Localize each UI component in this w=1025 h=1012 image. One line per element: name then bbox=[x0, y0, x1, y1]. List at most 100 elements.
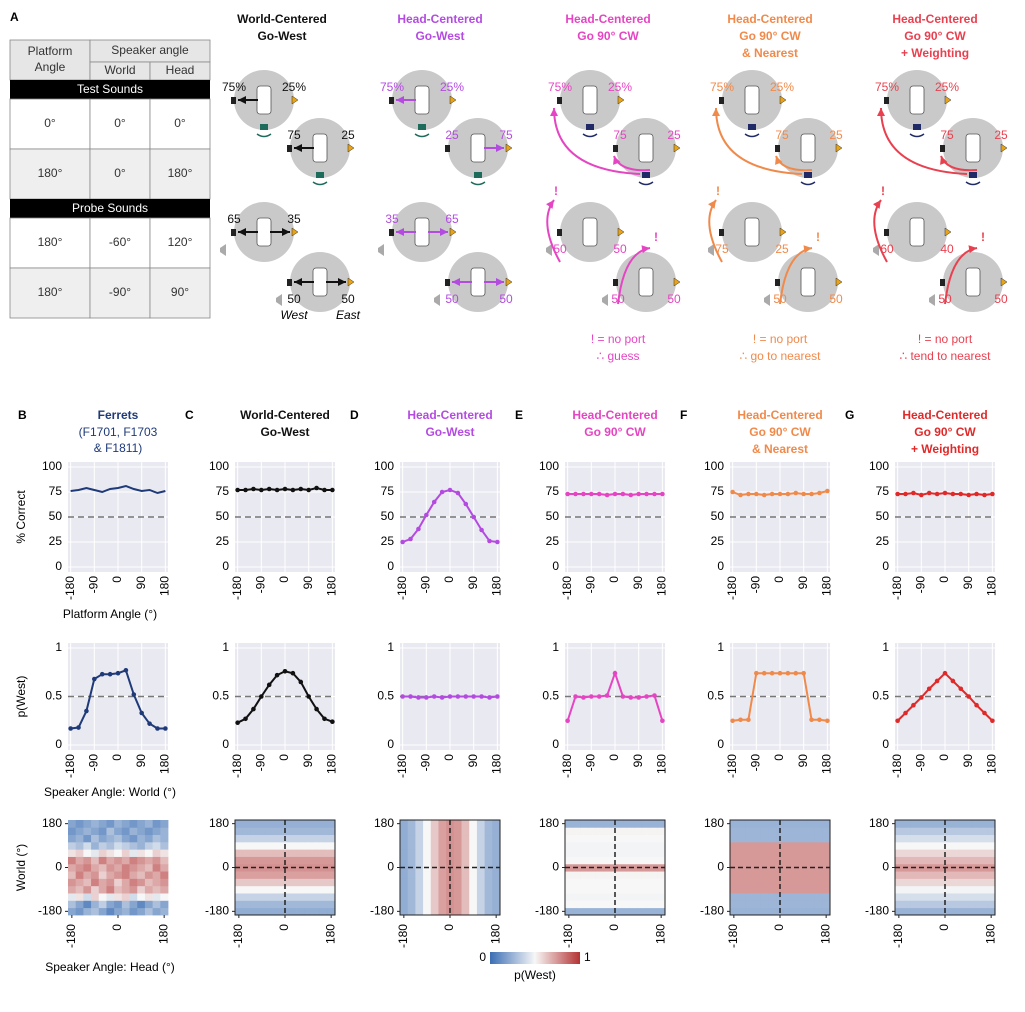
series-marker bbox=[479, 694, 484, 699]
heatmap-cell bbox=[768, 908, 776, 916]
heatmap-cell bbox=[99, 900, 107, 908]
heatmap-cell bbox=[106, 908, 114, 916]
series-marker bbox=[951, 679, 956, 684]
heatmap-cell bbox=[910, 878, 918, 886]
heatmap-cell bbox=[822, 878, 830, 886]
heatmap-cell bbox=[657, 827, 665, 835]
heatmap-cell bbox=[987, 871, 995, 879]
heatmap-cell bbox=[642, 908, 650, 916]
series-marker bbox=[636, 492, 641, 497]
heatmap-cell bbox=[114, 864, 122, 872]
heatmap-cell bbox=[122, 871, 130, 879]
heatmap-cell bbox=[580, 893, 588, 901]
heatmap-cell bbox=[565, 849, 573, 857]
heatmap-cell bbox=[603, 827, 611, 835]
speaker-test bbox=[642, 172, 650, 178]
x-tick-label: 0 bbox=[110, 754, 124, 761]
probe-label: 50 bbox=[445, 292, 459, 306]
x-tick-label: -90 bbox=[253, 576, 267, 594]
heatmap-cell bbox=[68, 842, 76, 850]
heatmap-cell bbox=[784, 857, 792, 865]
heatmap-cell bbox=[815, 878, 823, 886]
heatmap-cell bbox=[289, 893, 297, 901]
heatmap-cell bbox=[250, 878, 258, 886]
heatmap-cell bbox=[235, 908, 243, 916]
series-marker bbox=[895, 718, 900, 723]
y-tick-label: 50 bbox=[876, 509, 890, 523]
chart-title: Head-Centered bbox=[407, 408, 492, 422]
heatmap-cell bbox=[320, 820, 328, 828]
heatmap-cell bbox=[565, 893, 573, 901]
heatmap-cell bbox=[235, 900, 243, 908]
heatmap-cell bbox=[768, 878, 776, 886]
heatmap-cell bbox=[964, 878, 972, 886]
series-marker bbox=[919, 695, 924, 700]
table-cell-text: 180° bbox=[168, 166, 193, 180]
y-tick-label: 100 bbox=[704, 459, 724, 473]
speaker-east bbox=[618, 228, 624, 236]
series-marker bbox=[298, 680, 303, 685]
heatmap-cell bbox=[320, 878, 328, 886]
heatmap-cell bbox=[792, 849, 800, 857]
heatmap-cell bbox=[145, 842, 153, 850]
x-tick-label: 180 bbox=[158, 576, 172, 596]
heatmap-cell bbox=[76, 908, 84, 916]
model-title: Head-Centered bbox=[892, 12, 977, 26]
table-header: Speaker angle bbox=[111, 43, 189, 57]
speaker-test bbox=[586, 124, 594, 130]
heatmap-cell bbox=[807, 857, 815, 865]
heatmap-cell bbox=[822, 908, 830, 916]
test-label: 75 bbox=[940, 128, 954, 142]
heatmap-cell bbox=[619, 849, 627, 857]
heatmap-cell bbox=[949, 827, 957, 835]
heatmap-cell bbox=[588, 893, 596, 901]
heatmap-cell bbox=[130, 864, 138, 872]
heatmap-cell bbox=[137, 900, 145, 908]
heatmap-cell bbox=[768, 893, 776, 901]
y-tick-label: 25 bbox=[49, 534, 63, 548]
heatmap-cell bbox=[106, 893, 114, 901]
heatmap-cell bbox=[603, 835, 611, 843]
series-marker bbox=[746, 717, 751, 722]
heatmap-cell bbox=[320, 857, 328, 865]
heatmap-cell bbox=[68, 878, 76, 886]
probe-label: 40 bbox=[940, 242, 954, 256]
speaker-east bbox=[348, 144, 354, 152]
heatmap-cell bbox=[423, 849, 431, 857]
table-section-title: Probe Sounds bbox=[72, 201, 148, 215]
series-marker bbox=[330, 719, 335, 724]
heatmap-cell bbox=[619, 900, 627, 908]
y-tick-label: 0 bbox=[222, 737, 229, 751]
heatmap-cell bbox=[761, 842, 769, 850]
heatmap-cell bbox=[807, 871, 815, 879]
series-marker bbox=[291, 488, 296, 493]
y-tick-label: 100 bbox=[539, 459, 559, 473]
speaker-east bbox=[945, 228, 951, 236]
heatmap-cell bbox=[106, 878, 114, 886]
heatmap-cell bbox=[807, 908, 815, 916]
series-marker bbox=[124, 668, 129, 673]
x-tick-label: -90 bbox=[583, 576, 597, 594]
heatmap-cell bbox=[477, 908, 485, 916]
table-cell-text: -60° bbox=[109, 235, 131, 249]
y-tick-label: -180 bbox=[865, 904, 889, 918]
x-tick-label: -180 bbox=[725, 576, 739, 600]
speaker-test bbox=[316, 172, 324, 178]
heatmap-cell bbox=[822, 886, 830, 894]
heatmap-cell bbox=[312, 871, 320, 879]
heatmap-cell bbox=[106, 900, 114, 908]
heatmap-cell bbox=[76, 842, 84, 850]
heatmap-cell bbox=[949, 835, 957, 843]
series-marker bbox=[408, 694, 413, 699]
series-marker bbox=[432, 500, 437, 505]
heatmap-cell bbox=[462, 835, 470, 843]
heatmap-cell bbox=[730, 900, 738, 908]
heatmap-cell bbox=[99, 864, 107, 872]
heatmap-cell bbox=[415, 820, 423, 828]
heatmap-cell bbox=[918, 900, 926, 908]
heatmap-cell bbox=[130, 871, 138, 879]
heatmap-cell bbox=[603, 849, 611, 857]
heatmap-cell bbox=[895, 835, 903, 843]
heatmap-cell bbox=[477, 857, 485, 865]
heatmap-cell bbox=[768, 900, 776, 908]
